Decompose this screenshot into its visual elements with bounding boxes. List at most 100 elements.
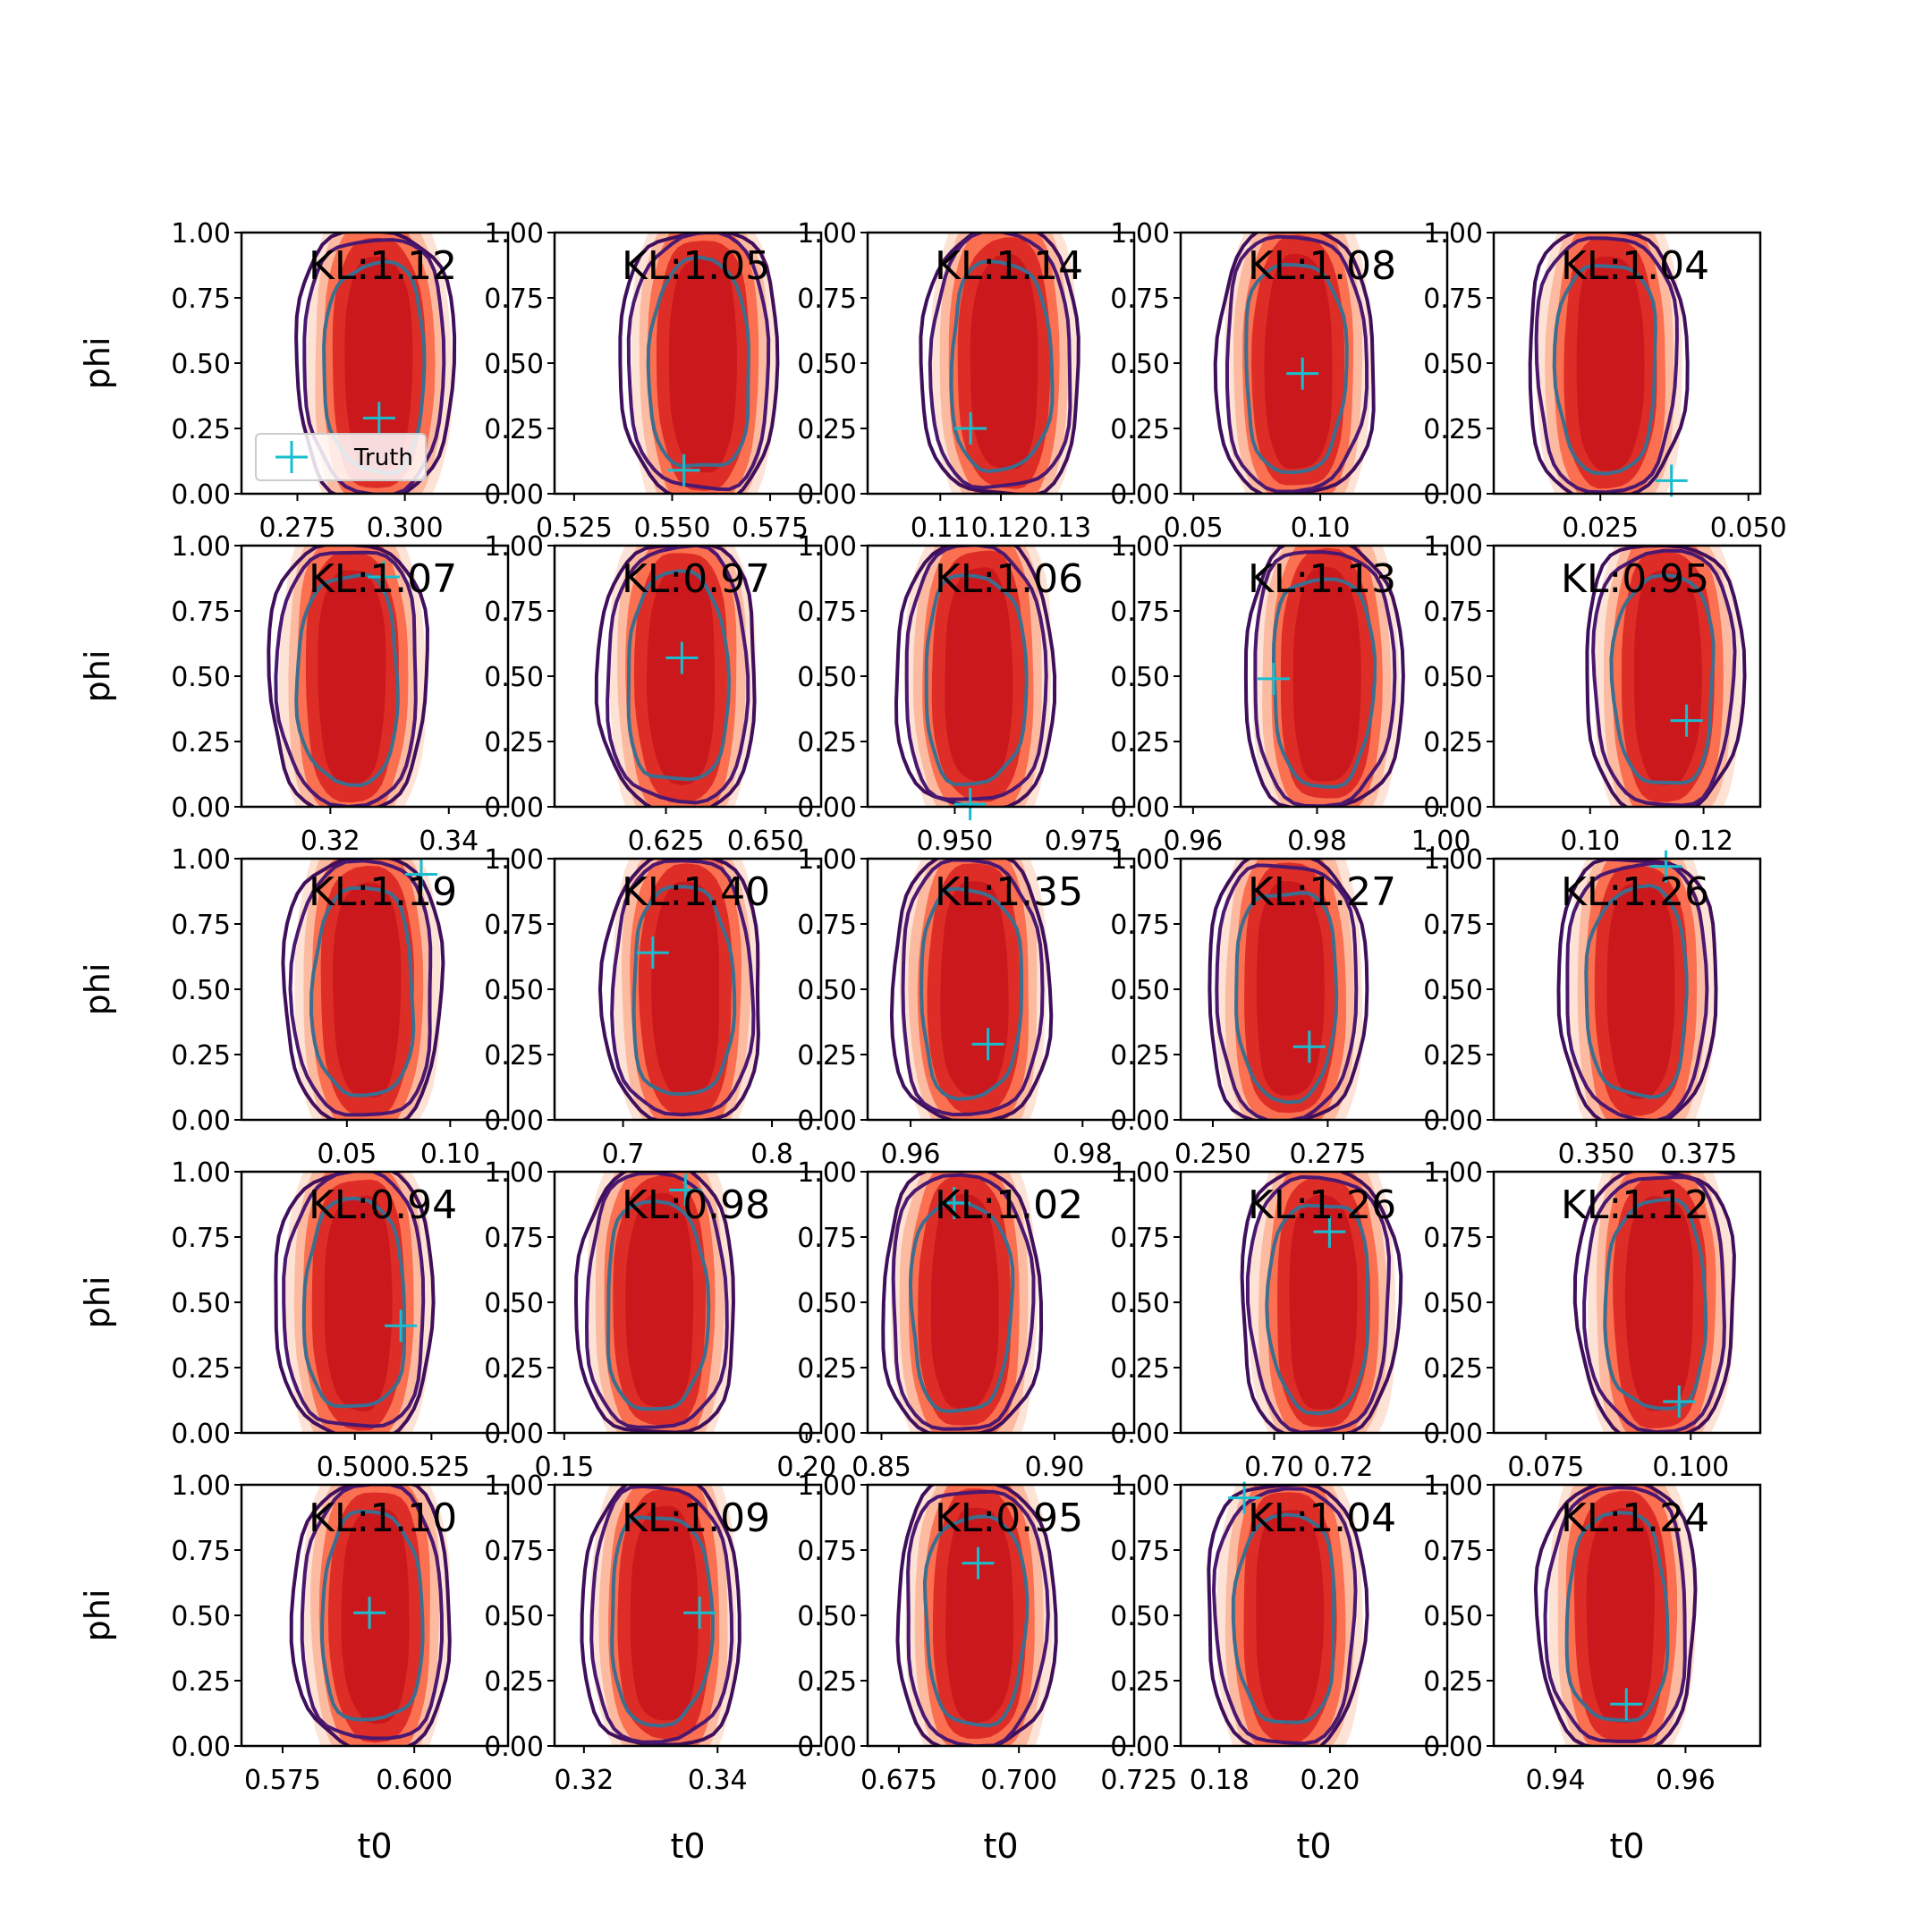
density-core-dark (1576, 256, 1645, 471)
contour-outer (1240, 1172, 1403, 1433)
panel-2-1: 0.00 0.25 0.50 0.75 1.00 0.32 0.34 KL:1.07 phi (78, 531, 510, 857)
contour-mid (626, 233, 771, 492)
x-tick-label: 0.250 (1174, 1139, 1251, 1170)
y-tick-label: 0.25 (484, 1040, 544, 1072)
y-tick-label: 0.25 (1423, 1353, 1483, 1385)
contour-outer (919, 233, 1080, 494)
kl-annotation: KL:1.27 (1248, 869, 1396, 915)
y-tick-label: 0.25 (797, 1040, 857, 1072)
density-core-dark (930, 1193, 999, 1409)
density-core-dark (1586, 1508, 1655, 1724)
contour-inner (309, 886, 416, 1097)
x-axis-label: t0 (1296, 1826, 1331, 1866)
y-tick-label: 0.50 (797, 1601, 857, 1632)
y-tick-label: 0.25 (171, 1040, 231, 1072)
y-tick-label: 1.00 (171, 1157, 231, 1189)
truth-marker (353, 1597, 386, 1630)
x-tick-label: 0.525 (393, 1452, 470, 1483)
y-tick-label: 0.50 (797, 662, 857, 693)
y-tick-label: 0.50 (1423, 1601, 1483, 1632)
panel-plot-area (1533, 1485, 1698, 1746)
panel-plot-area (1207, 1485, 1369, 1746)
density-core-dark (318, 570, 386, 785)
truth-marker (667, 453, 700, 487)
contour-mid (1253, 550, 1397, 807)
y-tick-label: 1.00 (1110, 1470, 1170, 1502)
truth-marker (404, 858, 437, 891)
panel-5-3: 0.00 0.25 0.50 0.75 1.00 0.675 0.700 0.725 KL:0.… (797, 1470, 1177, 1866)
density-core-dark (324, 1195, 393, 1412)
contour-outer (889, 859, 1054, 1120)
contour-inner (1609, 572, 1716, 785)
y-tick-label: 0.00 (1423, 1732, 1483, 1763)
y-tick-label: 0.00 (1423, 1106, 1483, 1137)
y-tick-label: 0.50 (1110, 349, 1170, 380)
x-axis-label: t0 (670, 1826, 705, 1866)
y-tick-label: 0.25 (1110, 1040, 1170, 1072)
kl-annotation: KL:1.04 (1561, 243, 1709, 289)
kl-annotation: KL:0.95 (935, 1496, 1083, 1541)
x-tick-label: 0.10 (1560, 826, 1620, 857)
y-tick-label: 0.00 (171, 1106, 231, 1137)
contour-outer (274, 1172, 436, 1433)
panel-plot-area (895, 1485, 1058, 1746)
x-tick-label: 0.05 (317, 1139, 377, 1170)
x-tick-label: 0.500 (317, 1452, 394, 1483)
y-tick-label: 0.00 (797, 792, 857, 824)
y-tick-label: 0.50 (1110, 1601, 1170, 1632)
panel-plot-area (1243, 546, 1405, 807)
panel-2-2: 0.00 0.25 0.50 0.75 1.00 0.625 0.650 KL:0.97 (484, 531, 823, 857)
x-tick-label: 0.700 (980, 1765, 1057, 1796)
y-tick-label: 1.00 (171, 531, 231, 563)
truth-marker (367, 561, 400, 594)
y-tick-label: 0.75 (1423, 597, 1483, 628)
density-core-dark (344, 256, 413, 471)
panel-1-2: 0.00 0.25 0.50 0.75 1.00 0.525 0.550 0.575 KL:1.… (484, 218, 823, 544)
y-tick-label: 1.00 (1110, 844, 1170, 876)
x-tick-label: 0.72 (1313, 1452, 1373, 1483)
contour-inner (1234, 891, 1339, 1105)
kl-annotation: KL:0.98 (622, 1182, 770, 1228)
kl-annotation: KL:1.02 (935, 1182, 1083, 1228)
contour-outer (594, 546, 757, 807)
density-core-dark (945, 1507, 1014, 1723)
truth-marker (937, 1187, 970, 1220)
density-core-dark (1256, 881, 1325, 1096)
contour-outer (1213, 233, 1376, 494)
contour-mid (589, 1485, 734, 1744)
contour-mid (1582, 1175, 1726, 1433)
y-axis-label: phi (78, 1589, 117, 1642)
y-tick-label: 0.75 (484, 1536, 544, 1567)
y-tick-label: 0.00 (797, 479, 857, 511)
y-tick-label: 0.75 (1110, 910, 1170, 941)
kl-annotation: KL:1.40 (622, 869, 770, 915)
y-tick-label: 0.75 (1423, 910, 1483, 941)
truth-marker (1610, 1688, 1643, 1721)
y-tick-label: 0.00 (171, 1419, 231, 1450)
contour-inner (631, 885, 737, 1097)
y-tick-label: 0.75 (1110, 597, 1170, 628)
contour-mid (274, 550, 418, 807)
x-tick-label: 0.32 (301, 826, 360, 857)
contour-outer (895, 1485, 1058, 1746)
y-tick-label: 0.25 (484, 414, 544, 445)
panel-plot-area (267, 546, 429, 807)
y-tick-label: 1.00 (797, 1470, 857, 1502)
y-tick-label: 0.25 (797, 1353, 857, 1385)
panel-4-2: 0.00 0.25 0.50 0.75 1.00 0.15 0.20 KL:0.98 (484, 1157, 836, 1483)
y-tick-label: 0.50 (484, 662, 544, 693)
y-tick-label: 0.00 (484, 792, 544, 824)
panel-4-1: 0.00 0.25 0.50 0.75 1.00 0.500 0.525 KL:0.94 phi (78, 1157, 510, 1483)
y-tick-label: 0.50 (797, 975, 857, 1006)
density-core-dark (1256, 1510, 1325, 1725)
density-core-dark (333, 882, 402, 1097)
y-tick-label: 0.75 (1110, 284, 1170, 315)
contour-inner (1552, 263, 1657, 476)
contour-inner (924, 573, 1029, 787)
contour-outer (1533, 1485, 1698, 1746)
y-tick-label: 0.25 (1423, 1040, 1483, 1072)
density-core-dark (651, 881, 720, 1097)
contour-outer (881, 1172, 1044, 1433)
contour-outer (1585, 546, 1747, 807)
x-tick-label: 0.625 (628, 826, 705, 857)
